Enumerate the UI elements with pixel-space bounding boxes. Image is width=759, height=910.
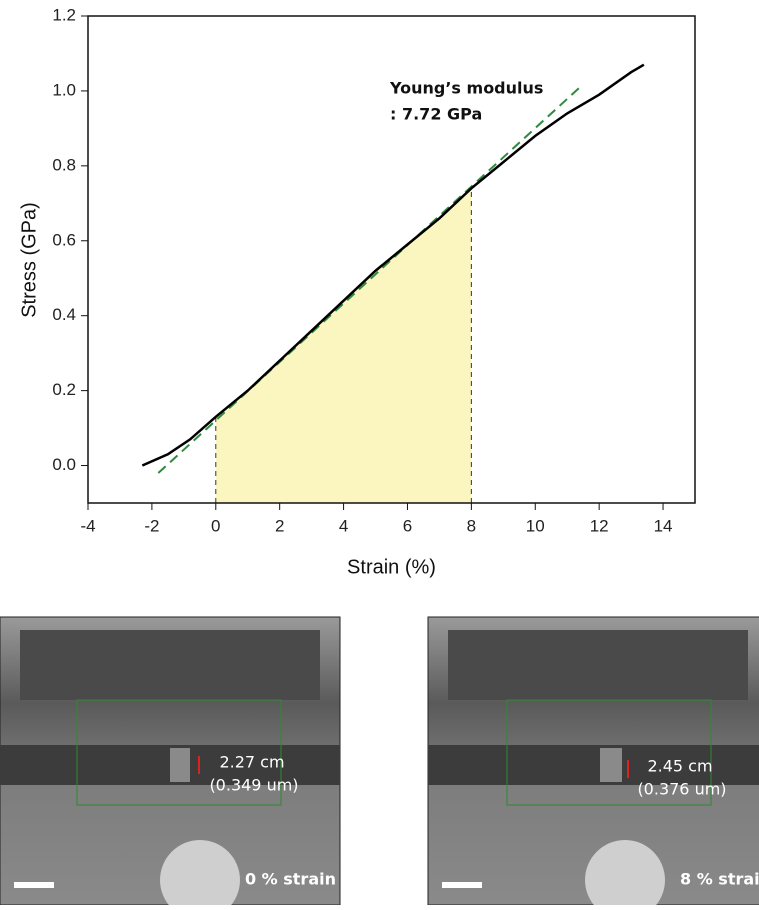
sem-panel: 2.27 cm (0.349 um) 0 % strain: [0, 616, 341, 910]
x-tick-label: 10: [526, 516, 545, 535]
length-label: 2.27 cm: [219, 753, 284, 772]
x-tick-label: -2: [144, 516, 159, 535]
stress-strain-curve: [141, 63, 645, 467]
x-tick-label: 14: [654, 516, 673, 535]
scale-bar: [14, 882, 54, 888]
chart: -4 -2 0 2 4 6 8 10 12 14 0.0 0.2 0.4 0.6 0.8 1.0 1.2 Stra…: [18, 5, 696, 578]
scale-bar: [442, 882, 482, 888]
y-tick-label: 0.8: [52, 155, 76, 174]
y-tick-label: 0.4: [52, 305, 76, 324]
y-axis-label: Stress (GPa): [18, 202, 40, 318]
y-tick-label: 0.2: [52, 380, 76, 399]
x-tick-label: 6: [403, 516, 412, 535]
x-tick-label: 4: [339, 516, 348, 535]
size-label: (0.376 um): [637, 780, 726, 799]
shaded-area: [215, 188, 472, 504]
roi-box: [506, 699, 712, 806]
annotation: Young’s modulus: [389, 79, 543, 98]
x-tick-label: 2: [275, 516, 284, 535]
x-tick-label: -4: [80, 516, 95, 535]
sem-particle: [160, 840, 240, 910]
sem-particle: [585, 840, 665, 910]
x-tick-label: 8: [467, 516, 476, 535]
x-axis-label: Strain (%): [347, 556, 436, 578]
y-tick-label: 0.6: [52, 230, 76, 249]
sem-neck: [170, 748, 190, 782]
y-tick-label: 1.0: [52, 80, 76, 99]
size-label: (0.349 um): [209, 776, 298, 795]
sem-neck: [600, 748, 622, 782]
plot-frame: [87, 15, 696, 504]
y-tick-label: 0.0: [52, 455, 76, 474]
x-tick-label: 0: [211, 516, 220, 535]
sem-trench: [448, 630, 748, 700]
length-label: 2.45 cm: [647, 757, 712, 776]
y-tick-label: 1.2: [52, 5, 76, 24]
roi-box: [76, 699, 282, 806]
strain-label: 0 % strain: [245, 870, 336, 889]
strain-label: 8 % strain: [680, 870, 759, 889]
annotation: : 7.72 GPa: [390, 105, 482, 124]
sem-panel: 2.45 cm (0.376 um) 8 % strain: [427, 616, 759, 910]
sem-trench: [20, 630, 320, 700]
x-tick-label: 12: [590, 516, 609, 535]
sem-beam: [428, 745, 759, 785]
